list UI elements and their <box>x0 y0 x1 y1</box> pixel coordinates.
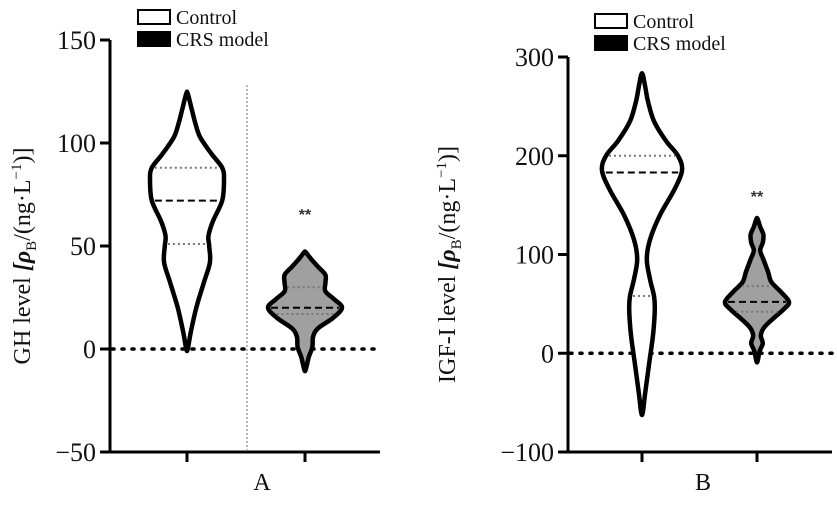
violin-control <box>147 89 227 354</box>
y-axis-label-rest: /(ng·L <box>435 178 461 239</box>
y-axis-label-close: )] <box>435 146 461 162</box>
y-tick-label: 0 <box>83 335 96 364</box>
x-category-label: A <box>253 470 271 496</box>
y-tick-label: 150 <box>57 26 96 55</box>
legend-label: Control <box>176 7 238 29</box>
violin-crs-model: ** <box>265 207 345 374</box>
y-axis-label-sub: B <box>449 239 465 249</box>
legend-label: CRS model <box>176 29 269 51</box>
y-axis-label-sub: B <box>24 241 40 251</box>
legend-label: CRS model <box>633 33 726 55</box>
y-axis-label-unit: [ρ <box>10 251 36 271</box>
legend-swatch <box>137 31 171 47</box>
y-tick-label: 100 <box>515 241 554 270</box>
y-tick-label: 300 <box>515 43 554 72</box>
y-axis-label: IGF-I level [ρB/(ng·L−1)] <box>434 146 465 383</box>
x-category-label: B <box>695 470 711 496</box>
y-tick-label: 100 <box>57 129 96 158</box>
significance-annotation: ** <box>751 189 764 206</box>
legend-swatch <box>594 35 628 51</box>
y-axis-label: GH level [ρB/(ng·L−1)] <box>9 148 40 365</box>
violin-body <box>147 89 227 354</box>
y-axis-label-main: IGF-I level <box>435 275 461 383</box>
y-tick-label: −100 <box>500 438 554 467</box>
y-tick-label: 200 <box>515 142 554 171</box>
violin-crs-model: ** <box>722 189 792 365</box>
y-axis-label-close: )] <box>10 148 36 164</box>
y-tick-label: −50 <box>55 438 96 467</box>
violin-body <box>265 249 345 374</box>
y-axis-label-rest: /(ng·L <box>10 179 36 240</box>
y-tick-label: 50 <box>70 232 96 261</box>
violin-control <box>599 71 685 418</box>
y-axis-label-exp: −1 <box>434 162 450 178</box>
violin-body <box>599 71 685 418</box>
significance-annotation: ** <box>299 207 312 224</box>
y-axis-label-exp: −1 <box>9 164 25 180</box>
legend-swatch <box>594 13 628 29</box>
y-axis-label-unit: [ρ <box>435 249 461 269</box>
legend-label: Control <box>633 11 695 33</box>
y-tick-label: 0 <box>541 339 554 368</box>
y-axis-label-main: GH level <box>10 277 36 365</box>
violin-body <box>722 215 792 365</box>
legend-swatch <box>137 9 171 25</box>
